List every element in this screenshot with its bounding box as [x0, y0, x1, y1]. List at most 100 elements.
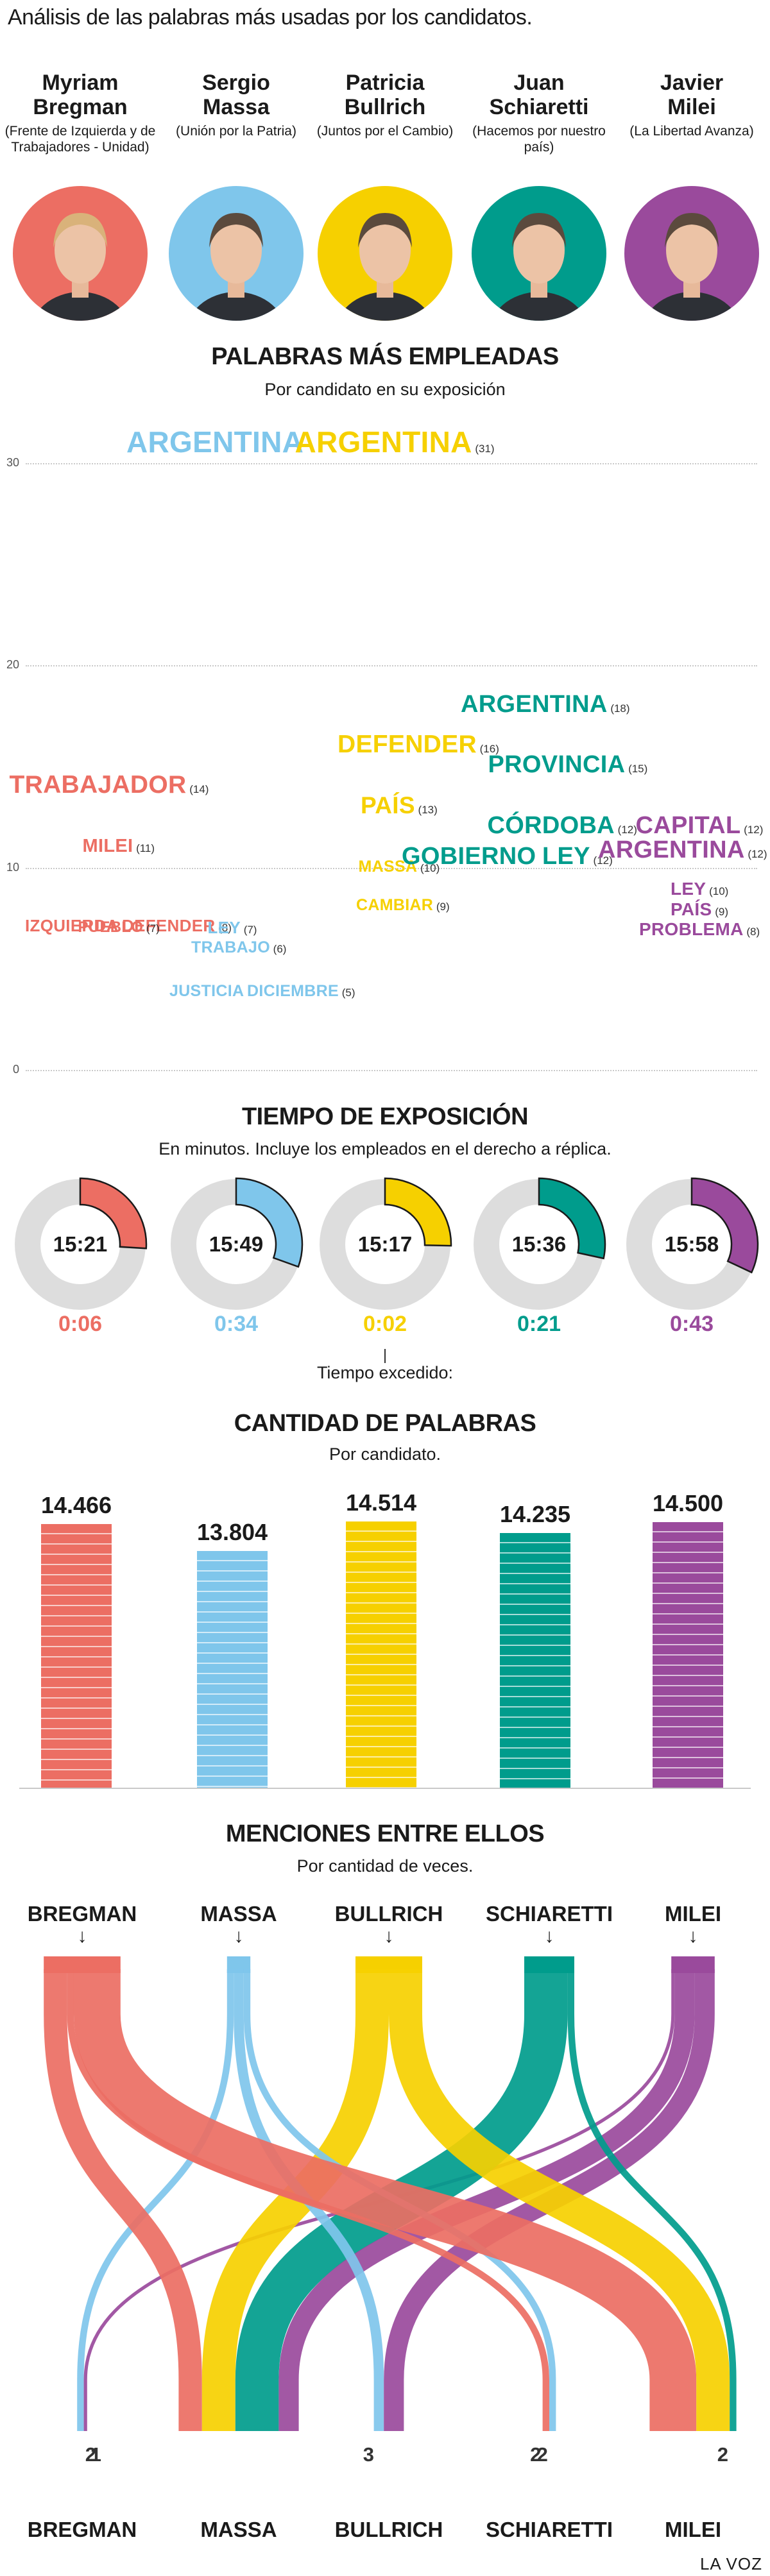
- intro-text: Análisis de las palabras más usadas por …: [8, 5, 533, 30]
- candidate-last-name: Schiaretti: [489, 95, 589, 119]
- mentions-source-label: MASSA: [200, 1902, 277, 1926]
- time-exceeded-label: 0:21: [517, 1312, 561, 1336]
- word-count-label: (12): [740, 824, 764, 836]
- candidate-party-bullrich: (Juntos por el Cambio): [316, 124, 454, 139]
- word-label: PAÍS: [671, 899, 712, 919]
- mentions-target-label: BREGMAN: [27, 2518, 137, 2541]
- mention-count-label: 10: [208, 2443, 230, 2466]
- mention-flow: [278, 1969, 695, 2431]
- down-arrow-icon: ↓: [544, 1926, 554, 1947]
- word-count-label: (9): [433, 900, 450, 913]
- portrait-hair: [665, 213, 719, 248]
- word-label: TRABAJADOR: [9, 771, 187, 799]
- word-mark: MASSA (10): [359, 858, 440, 876]
- person-icon: [337, 213, 433, 321]
- word-label: IZQUIERDA: [25, 915, 119, 935]
- portrait-torso: [491, 292, 587, 321]
- mention-flow: [74, 1969, 697, 2431]
- word-label: CAMBIAR: [356, 895, 434, 914]
- portrait-hair: [209, 213, 263, 248]
- word-mark: ARGENTINA (18): [461, 691, 630, 718]
- exposure-time-label: 15:49: [209, 1232, 264, 1256]
- bar: [346, 1521, 416, 1788]
- gridline: [26, 463, 757, 464]
- word-mark: TRABAJO (6): [191, 938, 286, 957]
- word-mark: ARGENTINA: [126, 425, 304, 459]
- wordcount-subtitle: Por candidato.: [329, 1445, 441, 1464]
- candidate-name-bregman: Myriam Bregman: [3, 71, 157, 119]
- word-count-label: (10): [417, 862, 440, 875]
- bar-value-label: 14.235: [499, 1501, 571, 1527]
- word-mark: PAÍS (13): [361, 792, 438, 819]
- candidate-first-name: Myriam: [42, 71, 119, 95]
- word-mark: PAÍS (9): [671, 899, 728, 920]
- bar: [653, 1522, 723, 1788]
- word-label: MILEI: [82, 836, 133, 857]
- gridline: [26, 867, 757, 869]
- exposure-ring: [15, 1177, 148, 1310]
- down-arrow-icon: ↓: [77, 1926, 87, 1947]
- time-exceeded-label: 0:02: [363, 1312, 407, 1336]
- bar: [197, 1551, 268, 1788]
- candidate-name-milei: Javier Milei: [615, 71, 769, 119]
- word-count-label: (31): [472, 442, 495, 455]
- candidate-name-schiaretti: Juan Schiaretti: [462, 71, 616, 119]
- ring-segment: [538, 1177, 606, 1260]
- candidate-party-massa: (Unión por la Patria): [176, 124, 296, 139]
- word-count-label: (13): [415, 804, 438, 817]
- bar-value-label: 14.466: [40, 1492, 112, 1518]
- word-label: PAÍS: [361, 792, 415, 819]
- mentions-source-label: SCHIARETTI: [486, 1902, 613, 1926]
- portrait-face: [513, 217, 565, 284]
- word-mark: ARGENTINA (31): [295, 425, 495, 459]
- words-title: PALABRAS MÁS EMPLEADAS: [211, 343, 559, 370]
- mention-count-label: 14: [662, 2443, 685, 2466]
- word-count-label: (7): [240, 924, 257, 936]
- bar-baseline: [19, 1788, 751, 1789]
- candidate-portrait-milei: [624, 186, 759, 321]
- mention-flow: [77, 1969, 234, 2431]
- gridline: [26, 1070, 757, 1071]
- portrait-torso: [337, 292, 433, 321]
- word-mark: LEY (7): [208, 918, 257, 938]
- word-mark: LEY (10): [671, 879, 728, 899]
- word-mark: CÓRDOBA (12): [488, 812, 637, 840]
- mentions-target-label: BULLRICH: [334, 2518, 443, 2541]
- portrait-face: [55, 217, 106, 284]
- word-count-label: (10): [706, 885, 729, 898]
- candidate-last-name: Bregman: [33, 95, 128, 119]
- mention-count-label: 7: [185, 2443, 196, 2466]
- word-mark: PROVINCIA (15): [488, 751, 648, 779]
- mention-count-label: 6: [388, 2443, 399, 2466]
- mention-count-label: 6: [283, 2443, 294, 2466]
- mention-count-label: 1: [90, 2443, 101, 2466]
- word-mark: TRABAJADOR (14): [10, 771, 209, 799]
- mention-count-label: 2: [85, 2443, 96, 2466]
- word-label: MASSA: [358, 858, 418, 876]
- candidate-first-name: Patricia: [345, 71, 425, 95]
- word-label: TRABAJO: [191, 938, 270, 957]
- word-count-label: (7): [143, 922, 160, 935]
- candidate-portrait-schiaretti: [472, 186, 606, 321]
- portrait-hair: [358, 213, 412, 248]
- portrait-hair: [53, 213, 107, 248]
- mention-count-label: 2: [717, 2443, 728, 2466]
- word-label: ARGENTINA: [126, 425, 304, 459]
- word-mark: GOBIERNO: [402, 843, 536, 870]
- mention-count-label: 2: [537, 2443, 548, 2466]
- word-mark: MILEI (11): [83, 836, 155, 857]
- word-label: PROBLEMA: [639, 919, 744, 940]
- bar-value-label: 14.514: [345, 1489, 417, 1516]
- mentions-source-label: MILEI: [665, 1902, 721, 1926]
- candidate-party-schiaretti: (Hacemos por nuestro país): [472, 124, 606, 155]
- word-label: ARGENTINA: [461, 690, 608, 718]
- candidate-last-name: Bullrich: [344, 95, 426, 119]
- word-count-label: (8): [743, 926, 760, 938]
- mention-count-label: 10: [702, 2443, 724, 2466]
- candidate-last-name: Milei: [667, 95, 716, 119]
- word-mark: LEY (12): [542, 843, 613, 870]
- word-mark: DICIEMBRE (5): [247, 982, 355, 1001]
- word-label: ARGENTINA: [598, 836, 745, 864]
- word-label: DEFENDER: [338, 731, 477, 759]
- word-mark: PROBLEMA (8): [639, 919, 760, 940]
